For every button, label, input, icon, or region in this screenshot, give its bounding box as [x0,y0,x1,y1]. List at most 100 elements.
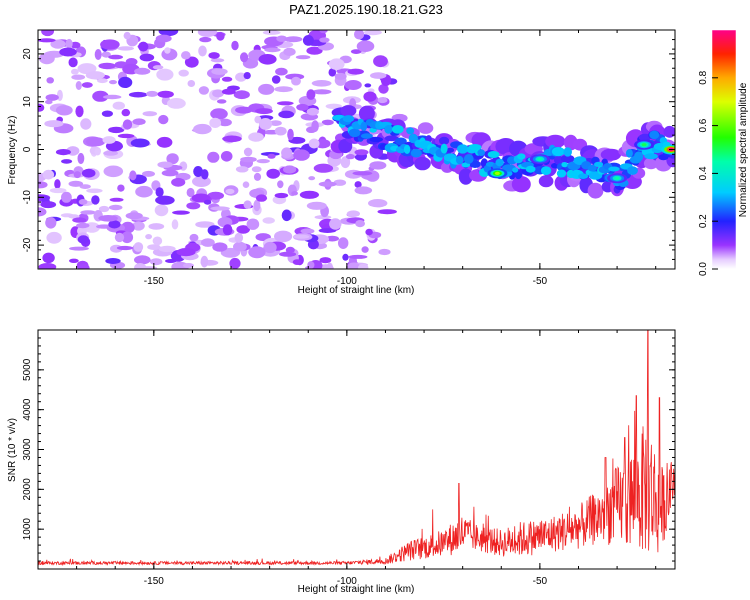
heatmap-cell-475 [72,217,87,223]
heatmap-cell-415 [157,90,174,98]
heatmap-cell-280 [152,236,163,246]
heatmap-cell-754 [384,124,393,134]
heatmap-cell-60 [220,151,233,162]
heatmap-cell-188 [262,30,281,35]
heatmap-cell-265 [146,90,159,97]
heatmap-cell-328 [274,230,293,243]
colorbar-gradient [712,30,736,269]
x-tick-label: -100 [337,276,357,287]
heatmap-cell-400 [283,165,297,174]
heatmap-cell-827 [608,166,620,172]
colorbar-ticks: 0.0 0.2 0.4 0.6 0.8 [698,70,718,276]
heatmap-cell-215 [145,234,153,240]
heatmap-cell-482 [373,55,388,68]
heatmap-cell-456 [292,259,302,265]
heatmap-cell-49 [308,176,316,181]
heatmap-cell-294 [378,84,389,94]
heatmap-cell-452 [171,177,186,187]
heatmap-cell-529 [358,105,375,122]
heatmap-cell-484 [243,200,252,209]
heatmap-cell-43 [216,99,227,104]
heatmap-cell-299 [61,159,73,164]
heatmap-cell-840 [649,130,660,140]
heatmap-cell-5 [207,151,220,163]
heatmap-cell-34 [128,91,148,98]
heatmap-cell-97 [306,46,323,55]
heatmap-cell-289 [73,171,81,179]
y-tick-label: 2000 [22,478,33,501]
x-tick-label: -50 [533,576,548,587]
heatmap-cell-761 [406,127,415,135]
heatmap-cell-439 [319,37,330,43]
heatmap-cell-236 [356,40,375,52]
heatmap-cell-288 [377,97,388,104]
heatmap-cell-746 [360,121,368,131]
y-tick-label: 1000 [22,518,33,541]
heatmap-cell-463 [132,118,146,125]
heatmap-cell-646 [384,135,399,142]
y-tick-label: 3000 [22,438,33,461]
heatmap-cell-209 [38,181,48,189]
heatmap-cell-423 [117,46,134,51]
heatmap-cell-817 [578,173,589,179]
heatmap-cell-515 [365,228,373,236]
heatmap-cell-462 [267,153,276,159]
heatmap-cell-811 [561,162,568,168]
heatmap-cell-298 [109,197,124,202]
heatmap-cell-21 [275,67,288,76]
heatmap-cell-232 [56,89,63,102]
heatmap-cell-240 [46,77,54,84]
heatmap-cell-127 [291,76,301,86]
snr-panel: -150 -100 -50 1000 2000 3000 4000 5000 Height o… [7,329,676,595]
heatmap-cell-335 [340,156,351,169]
heatmap-cell-218 [181,51,191,60]
heatmap-cell-381 [210,206,230,211]
heatmap-cell-157 [184,56,199,68]
snr-ticks: -150 -100 -50 1000 2000 3000 4000 5000 [22,329,675,587]
heatmap-cell-214 [334,72,347,80]
heatmap-cell-54 [314,215,332,220]
heatmap-hotspot-850 [494,171,500,175]
heatmap-cell-367 [278,110,295,119]
heatmap-cell-81 [354,186,373,195]
heatmap-cell-204 [186,202,201,210]
y-tick-label: 10 [22,96,33,108]
heatmap-cell-326 [69,246,89,251]
heatmap-cell-498 [41,30,54,37]
heatmap-cell-20 [154,204,169,217]
heatmap-cell-230 [155,34,172,43]
heatmap-cell-757 [391,125,404,134]
heatmap-cell-394 [311,120,319,132]
heatmap-cell-393 [243,147,253,157]
snr-line-series [38,330,675,567]
heatmap-cell-245 [45,94,59,101]
heatmap-cell-488 [108,54,123,60]
heatmap-cell-442 [77,235,89,244]
heatmap-cell-805 [540,166,552,176]
heatmap-cell-242 [287,128,294,141]
heatmap-cell-399 [86,188,103,194]
heatmap-cell-420 [233,241,247,252]
snr-x-axis-label: Height of straight line (km) [298,584,415,595]
heatmap-cell-148 [220,247,241,258]
heatmap-cell-386 [112,101,126,110]
heatmap-cell-309 [186,187,195,198]
heatmap-cell-112 [164,47,171,54]
heatmap-cell-800 [525,165,536,173]
y-tick-label: 20 [22,48,33,60]
heatmap-cell-429 [68,57,78,68]
y-tick-label: 4000 [22,398,33,421]
heatmap-cell-210 [120,221,135,234]
heatmap-cell-747 [360,133,373,139]
heatmap-cell-244 [342,253,349,261]
heatmap-cell-430 [125,212,143,220]
heatmap-cell-168 [253,199,261,212]
heatmap-cell-762 [408,133,418,144]
heatmap-cell-474 [246,218,260,230]
heatmap-cell-169 [121,108,131,117]
heatmap-cell-121 [134,255,151,265]
spectrogram-x-axis-label: Height of straight line (km) [298,285,415,296]
heatmap-cell-516 [329,218,342,230]
heatmap-cell-472 [103,165,124,178]
